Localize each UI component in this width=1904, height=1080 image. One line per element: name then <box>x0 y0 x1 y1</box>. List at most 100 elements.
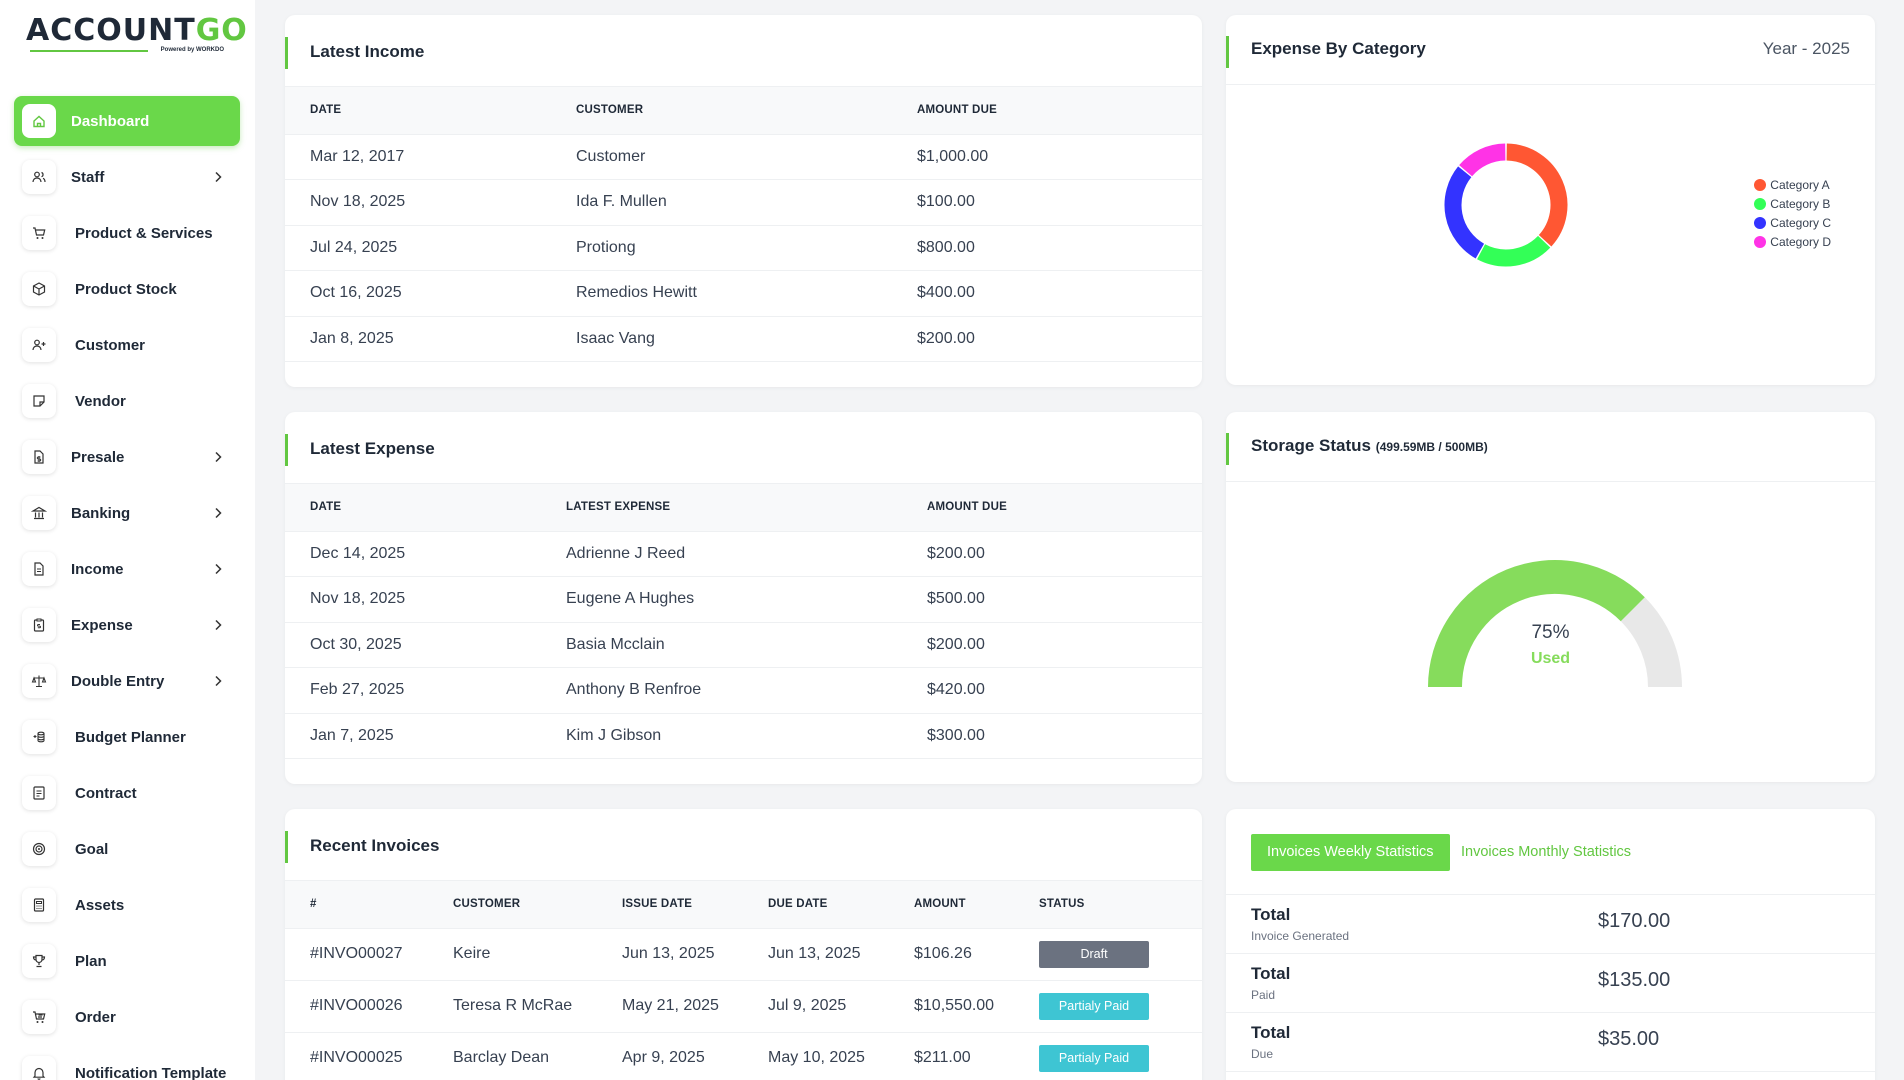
box-icon <box>22 272 56 306</box>
invoice-stats-card: Invoices Weekly Statistics Invoices Mont… <box>1226 809 1875 1080</box>
chevron-right-icon <box>215 563 222 575</box>
legend-item[interactable]: Category D <box>1754 232 1831 251</box>
table-row[interactable]: #INVO00025 Barclay Dean Apr 9, 2025 May 10,… <box>285 1032 1202 1080</box>
sidebar-item-label: Goal <box>75 840 109 858</box>
table-row[interactable]: Jan 7, 2025 Kim J Gibson $300.00 <box>285 713 1202 759</box>
invoice-issue-date: Apr 9, 2025 <box>622 1032 768 1080</box>
sidebar-item-assets[interactable]: Assets <box>14 880 240 930</box>
card-title: Recent Invoices <box>310 836 440 855</box>
latest-expense-card: Latest Expense DATE LATEST EXPENSE AMOUNT … <box>285 412 1202 784</box>
stat-row: Total Due $35.00 <box>1226 1013 1875 1072</box>
donut-slice-category-a[interactable] <box>1506 143 1568 247</box>
scale-icon <box>22 664 56 698</box>
table-cell: Customer <box>576 134 917 180</box>
chevron-right-icon <box>215 451 222 463</box>
donut-slice-category-d[interactable] <box>1459 143 1506 177</box>
invoice-customer: Keire <box>453 928 622 981</box>
stats-list: Total Invoice Generated $170.00 Total Paid $1… <box>1226 895 1875 1072</box>
invoice-id[interactable]: #INVO00026 <box>285 980 453 1033</box>
bell-icon <box>22 1056 56 1080</box>
sidebar-item-plan[interactable]: Plan <box>14 936 240 986</box>
sidebar-item-contract[interactable]: Contract <box>14 768 240 818</box>
invoice-due-date: Jul 9, 2025 <box>768 980 914 1033</box>
recent-invoices-table: # CUSTOMER ISSUE DATE DUE DATE AMOUNT STATUS … <box>285 881 1202 1080</box>
table-cell: $800.00 <box>917 225 1202 271</box>
user-plus-icon <box>22 328 56 362</box>
sidebar-item-banking[interactable]: Banking <box>14 488 240 538</box>
sidebar-item-label: Double Entry <box>71 672 165 690</box>
column-header: DATE <box>285 87 576 135</box>
contract-icon <box>22 776 56 810</box>
stat-value: $35.00 <box>1598 1028 1660 1050</box>
invoice-amount: $106.26 <box>914 928 1039 981</box>
sidebar-item-presale[interactable]: Presale <box>14 432 240 482</box>
legend-item[interactable]: Category A <box>1754 175 1831 194</box>
table-cell: $100.00 <box>917 179 1202 226</box>
brand-logo[interactable]: ACCOUNTGO Powered by WORKDO <box>26 13 247 56</box>
title-accent <box>285 831 288 863</box>
storage-status-card: Storage Status (499.59MB / 500MB) 75% Us… <box>1226 412 1875 782</box>
legend-swatch <box>1754 235 1767 248</box>
sidebar-item-order[interactable]: Order <box>14 992 240 1042</box>
column-header: LATEST EXPENSE <box>566 484 927 532</box>
invoice-id[interactable]: #INVO00025 <box>285 1032 453 1080</box>
legend-item[interactable]: Category C <box>1754 213 1831 232</box>
brand-tagline: Powered by WORKDO <box>160 47 224 53</box>
brand-underline <box>30 50 148 52</box>
brand-name-part1: ACCOUNT <box>26 13 196 48</box>
stat-row: Total Paid $135.00 <box>1226 954 1875 1013</box>
tab-monthly-statistics[interactable]: Invoices Monthly Statistics <box>1461 844 1632 860</box>
stat-value: $135.00 <box>1598 969 1671 991</box>
table-row[interactable]: Mar 12, 2017 Customer $1,000.00 <box>285 134 1202 180</box>
legend-item[interactable]: Category B <box>1754 194 1831 213</box>
clipboard-icon <box>22 608 56 642</box>
card-title: Storage Status (499.59MB / 500MB) <box>1251 436 1488 456</box>
sidebar-item-budget-planner[interactable]: Budget Planner <box>14 712 240 762</box>
table-row[interactable]: Jan 8, 2025 Isaac Vang $200.00 <box>285 316 1202 362</box>
chevron-right-icon <box>215 507 222 519</box>
sidebar-item-notification-template[interactable]: Notification Template <box>14 1048 240 1080</box>
card-title: Latest Expense <box>310 439 435 458</box>
invoice-id[interactable]: #INVO00027 <box>285 928 453 981</box>
table-row[interactable]: Oct 30, 2025 Basia Mcclain $200.00 <box>285 622 1202 668</box>
sidebar-item-vendor[interactable]: Vendor <box>14 376 240 426</box>
table-row[interactable]: Nov 18, 2025 Eugene A Hughes $500.00 <box>285 576 1202 623</box>
column-header: DUE DATE <box>768 881 914 929</box>
expense-by-category-card: Expense By Category Year - 2025 Category… <box>1226 15 1875 385</box>
sidebar-item-staff[interactable]: Staff <box>14 152 240 202</box>
sidebar-item-product-stock[interactable]: Product Stock <box>14 264 240 314</box>
table-cell: Kim J Gibson <box>566 713 927 759</box>
column-header: DATE <box>285 484 566 532</box>
invoice-due-date: May 10, 2025 <box>768 1032 914 1080</box>
table-row[interactable]: #INVO00026 Teresa R McRae May 21, 2025 Jul … <box>285 980 1202 1033</box>
sidebar-item-income[interactable]: Income <box>14 544 240 594</box>
sidebar-item-label: Assets <box>75 896 125 914</box>
sidebar-item-expense[interactable]: Expense <box>14 600 240 650</box>
table-row[interactable]: Dec 14, 2025 Adrienne J Reed $200.00 <box>285 531 1202 577</box>
donut-slice-category-c[interactable] <box>1444 166 1485 259</box>
sidebar-item-product-and-services[interactable]: Product & Services <box>14 208 240 258</box>
invoice-amount: $211.00 <box>914 1032 1039 1080</box>
sidebar-item-goal[interactable]: Goal <box>14 824 240 874</box>
tab-weekly-statistics[interactable]: Invoices Weekly Statistics <box>1251 834 1450 871</box>
table-cell: Protiong <box>576 225 917 271</box>
table-row[interactable]: Nov 18, 2025 Ida F. Mullen $100.00 <box>285 179 1202 226</box>
donut-slice-category-b[interactable] <box>1477 235 1551 267</box>
brand-name: ACCOUNTGO <box>26 13 247 48</box>
sidebar-item-customer[interactable]: Customer <box>14 320 240 370</box>
sidebar-item-double-entry[interactable]: Double Entry <box>14 656 240 706</box>
table-cell: $200.00 <box>927 622 1202 668</box>
status-badge: Partialy Paid <box>1039 1044 1149 1072</box>
latest-expense-table: DATE LATEST EXPENSE AMOUNT DUE Dec 14, 202… <box>285 484 1202 759</box>
gauge-remaining-arc <box>1620 597 1682 688</box>
invoice-issue-date: May 21, 2025 <box>622 980 768 1033</box>
table-cell: $200.00 <box>917 316 1202 362</box>
table-row[interactable]: Jul 24, 2025 Protiong $800.00 <box>285 225 1202 271</box>
storage-title: Storage Status <box>1251 436 1371 455</box>
sidebar-item-label: Banking <box>71 504 131 522</box>
table-row[interactable]: Oct 16, 2025 Remedios Hewitt $400.00 <box>285 270 1202 317</box>
table-row[interactable]: Feb 27, 2025 Anthony B Renfroe $420.00 <box>285 667 1202 714</box>
sidebar-item-dashboard[interactable]: Dashboard <box>14 96 240 146</box>
table-cell: Mar 12, 2017 <box>285 134 576 180</box>
table-row[interactable]: #INVO00027 Keire Jun 13, 2025 Jun 13, 2025 $… <box>285 928 1202 981</box>
